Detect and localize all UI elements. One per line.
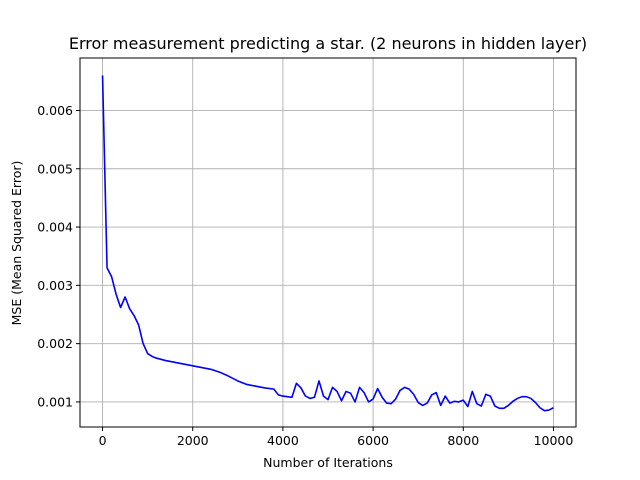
series-layer <box>101 75 554 412</box>
x-tick-label: 0 <box>99 433 107 448</box>
y-tick-label: 0.001 <box>37 394 73 409</box>
x-axis-ticks: 0 2000 4000 6000 8000 10000 <box>99 427 574 448</box>
x-tick-label: 2000 <box>177 433 209 448</box>
y-axis-ticks: 0.001 0.002 0.003 0.004 0.005 0.006 <box>37 103 80 409</box>
y-tick-label: 0.005 <box>37 161 73 176</box>
y-tick-label: 0.002 <box>37 336 73 351</box>
x-tick-label: 8000 <box>447 433 479 448</box>
plot-frame <box>79 57 577 428</box>
gridlines <box>80 58 576 427</box>
x-tick-label: 6000 <box>357 433 389 448</box>
x-tick-label: 10000 <box>534 433 574 448</box>
series-line <box>101 75 554 412</box>
y-tick-label: 0.003 <box>37 278 73 293</box>
chart-title: Error measurement predicting a star. (2 … <box>69 34 587 53</box>
y-tick-label: 0.006 <box>37 103 73 118</box>
x-tick-label: 4000 <box>267 433 299 448</box>
y-axis-label: MSE (Mean Squared Error) <box>9 161 24 326</box>
x-axis-label: Number of Iterations <box>263 455 393 470</box>
y-tick-label: 0.004 <box>37 220 73 235</box>
